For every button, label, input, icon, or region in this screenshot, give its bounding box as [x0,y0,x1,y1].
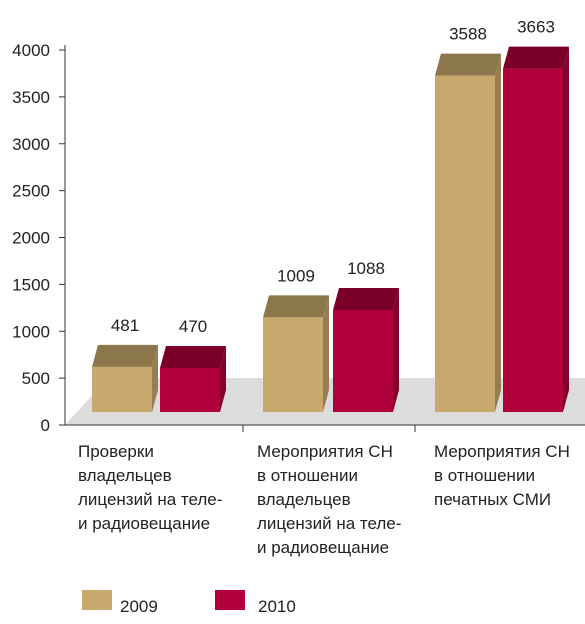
value-label: 3663 [517,18,555,37]
bar [435,75,495,412]
value-label: 1009 [277,266,315,285]
bar-side [495,53,501,412]
legend-swatch [82,590,112,610]
bar-side [323,295,329,412]
y-tick-label: 3500 [12,88,50,107]
x-tick-label: в отношении [257,466,358,485]
y-tick-label: 4000 [12,41,50,60]
bar-side [393,288,399,412]
value-label: 470 [179,317,207,336]
x-tick-label: Мероприятия СН [434,442,570,461]
value-label: 1088 [347,259,385,278]
bar-top [92,344,158,367]
y-tick-label: 2000 [12,229,50,248]
bar [263,317,323,412]
value-label: 481 [111,316,139,335]
x-tick-label: в отношении [434,466,535,485]
bar-top [160,345,226,368]
bar-side [220,345,226,412]
bar-top [503,46,569,69]
bar [92,366,152,412]
y-tick-label: 500 [22,369,50,388]
value-label: 3588 [449,25,487,44]
bar-top [263,295,329,318]
x-tick-label: лицензий на теле- [257,514,401,533]
bar-side [563,46,569,412]
y-tick-label: 3000 [12,135,50,154]
y-tick-label: 1000 [12,322,50,341]
legend-label: 2009 [120,597,158,616]
x-tick-label: печатных СМИ [434,490,551,509]
bar [160,367,220,412]
y-tick-label: 1500 [12,275,50,294]
y-tick-label: 2500 [12,182,50,201]
x-tick-label: Мероприятия СН [257,442,393,461]
bar [333,310,393,412]
x-tick-label: владельцев [257,490,351,509]
x-tick-label: и радиовещание [78,514,210,533]
bar-top [333,288,399,310]
bar-side [152,344,158,412]
bar-top [435,53,501,76]
legend-swatch [215,590,245,610]
x-tick-label: лицензий на теле- [78,490,222,509]
x-tick-label: и радиовещание [257,538,389,557]
x-tick-label: владельцев [78,466,172,485]
x-tick-label: Проверки [78,442,154,461]
legend-label: 2010 [258,597,296,616]
y-tick-label: 0 [41,416,50,435]
bar [503,68,563,412]
